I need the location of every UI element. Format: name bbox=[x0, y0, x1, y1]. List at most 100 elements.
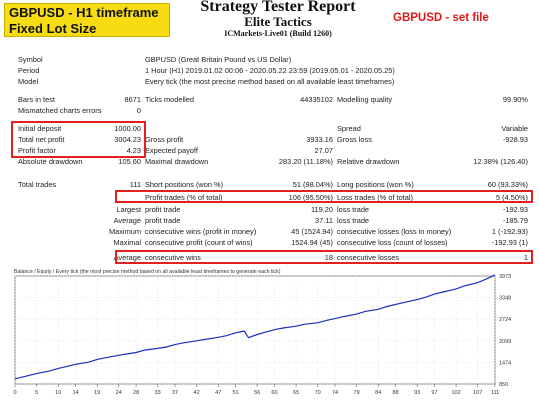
short-label: Short positions (won %) bbox=[145, 180, 224, 189]
trades-value: 111 bbox=[129, 180, 141, 189]
highlight-consecutive-avg bbox=[115, 250, 533, 264]
y-tick-label: 2099 bbox=[499, 339, 511, 345]
mcp-value: 1524.94 (45) bbox=[291, 238, 333, 247]
report-title: Strategy Tester Report bbox=[200, 0, 356, 15]
period-label: Period bbox=[18, 66, 40, 75]
payoff-value: 27.07 bbox=[314, 146, 334, 155]
largest-label: Largest bbox=[116, 205, 141, 214]
setfile-label: GBPUSD - set file bbox=[393, 12, 489, 24]
al-value: -185.79 bbox=[502, 216, 528, 225]
report-header: Strategy Tester Report Elite Tactics ICM… bbox=[183, 0, 373, 39]
x-tick-label: 107 bbox=[473, 390, 482, 396]
acw-label: consecutive wins bbox=[145, 253, 201, 262]
pf-label: Profit factor bbox=[18, 146, 56, 155]
quality-value: 99.90% bbox=[502, 95, 528, 104]
badge-line-1: GBPUSD - H1 timeframe bbox=[9, 5, 159, 20]
grossloss-label: Gross loss bbox=[337, 135, 372, 144]
payoff-label: Expected payoff bbox=[145, 146, 198, 155]
highlight-profit-loss-trades bbox=[115, 190, 533, 203]
mismatch-value: 0 bbox=[136, 106, 141, 115]
x-tick-label: 51 bbox=[232, 390, 238, 396]
x-tick-label: 5 bbox=[35, 390, 38, 396]
y-tick-label: 1474 bbox=[499, 360, 511, 366]
y-tick-label: 850 bbox=[499, 382, 508, 388]
report-subtitle: Elite Tactics bbox=[244, 14, 312, 29]
x-tick-label: 97 bbox=[431, 390, 437, 396]
reldd-value: 12.38% (126.40) bbox=[473, 157, 528, 166]
reldd-label: Relative drawdown bbox=[337, 157, 400, 166]
x-tick-label: 79 bbox=[354, 390, 360, 396]
bars-label: Bars in test bbox=[18, 95, 55, 104]
short-value: 51 (98.04%) bbox=[292, 180, 333, 189]
x-tick-label: 0 bbox=[13, 390, 16, 396]
y-tick-label: 3973 bbox=[499, 274, 511, 280]
quality-label: Modelling quality bbox=[337, 95, 393, 104]
maximal-label: Maximal bbox=[113, 238, 141, 247]
x-tick-label: 28 bbox=[133, 390, 139, 396]
balance-chart-svg: 850 1474 2099 2724 3348 3973 0 5 10 14 19 24 28 33 37 4… bbox=[13, 274, 511, 396]
x-tick-label: 37 bbox=[172, 390, 178, 396]
grossprofit-label: Gross profit bbox=[145, 135, 184, 144]
deposit-label: Initial deposit bbox=[18, 124, 62, 133]
lp-value: 119.20 bbox=[310, 205, 333, 214]
ll-value: -192.93 bbox=[502, 205, 528, 214]
x-tick-label: 10 bbox=[55, 390, 61, 396]
pf-value: 4.23 bbox=[126, 146, 141, 155]
highlight-deposit-group bbox=[11, 121, 146, 158]
badge-line-2: Fixed Lot Size bbox=[9, 21, 97, 36]
acw-value: 18 bbox=[324, 253, 333, 262]
maximum-label: Maximum bbox=[108, 227, 141, 236]
mcw-value: 45 (1524.94) bbox=[291, 227, 333, 236]
balance-line bbox=[14, 274, 496, 380]
x-tick-label: 70 bbox=[315, 390, 321, 396]
mcl-value: 1 (-192.93) bbox=[491, 227, 528, 236]
plot-area bbox=[14, 275, 496, 385]
x-tick-label: 14 bbox=[72, 390, 78, 396]
netprofit-label: Total net profit bbox=[18, 135, 65, 144]
mcl-label: consecutive losses (loss in money) bbox=[337, 227, 452, 236]
x-tick-label: 74 bbox=[332, 390, 338, 396]
grossprofit-value: 3933.16 bbox=[306, 135, 333, 144]
deposit-value: 1000.00 bbox=[114, 124, 141, 133]
bars-value: 8671 bbox=[124, 95, 141, 104]
x-tick-label: 42 bbox=[194, 390, 200, 396]
long-label: Long positions (won %) bbox=[337, 180, 414, 189]
model-label: Model bbox=[18, 77, 39, 86]
spread-label: Spread bbox=[337, 124, 361, 133]
mclc-label: consecutive loss (count of losses) bbox=[337, 238, 448, 247]
ltrades-label: Loss trades (% of total) bbox=[337, 193, 413, 202]
ptrades-label: Profit trades (% of total) bbox=[145, 193, 223, 202]
absdd-label: Absolute drawdown bbox=[18, 157, 83, 166]
y-tick-label: 3348 bbox=[499, 296, 511, 302]
x-tick-label: 33 bbox=[155, 390, 161, 396]
acl-value: 1 bbox=[523, 253, 528, 262]
acl-label: consecutive losses bbox=[337, 253, 400, 262]
period-value: 1 Hour (H1) 2019.01.02 00:06 - 2020.05.2… bbox=[145, 66, 395, 75]
ticks-value: 44335102 bbox=[300, 95, 333, 104]
balance-chart: 850 1474 2099 2724 3348 3973 0 5 10 14 19 24 28 33 37 4… bbox=[5, 266, 531, 398]
maxdd-label: Maximal drawdown bbox=[145, 157, 209, 166]
al-label: loss trade bbox=[337, 216, 370, 225]
x-tick-label: 88 bbox=[392, 390, 398, 396]
mcp-label: consecutive profit (count of wins) bbox=[145, 238, 253, 247]
x-tick-label: 47 bbox=[215, 390, 221, 396]
average-label: Average bbox=[113, 216, 141, 225]
spread-value: Variable bbox=[501, 124, 528, 133]
mcw-label: consecutive wins (profit in money) bbox=[145, 227, 257, 236]
x-tick-label: 65 bbox=[293, 390, 299, 396]
mismatch-label: Mismatched charts errors bbox=[18, 106, 102, 115]
ticks-label: Ticks modelled bbox=[145, 95, 195, 104]
x-tick-label: 60 bbox=[271, 390, 277, 396]
netprofit-value: 3004.23 bbox=[114, 135, 141, 144]
lp-label: profit trade bbox=[145, 205, 181, 214]
long-value: 60 (93.33%) bbox=[487, 180, 528, 189]
x-tick-label: 102 bbox=[451, 390, 460, 396]
mclc-value: -192.93 (1) bbox=[491, 238, 528, 247]
trades-label: Total trades bbox=[18, 180, 57, 189]
x-tick-label: 56 bbox=[254, 390, 260, 396]
x-tick-label: 19 bbox=[94, 390, 100, 396]
ptrades-value: 106 (95.50%) bbox=[288, 193, 333, 202]
ap-label: profit trade bbox=[145, 216, 181, 225]
average2-label: Average bbox=[113, 253, 141, 262]
x-tick-label: 84 bbox=[375, 390, 381, 396]
